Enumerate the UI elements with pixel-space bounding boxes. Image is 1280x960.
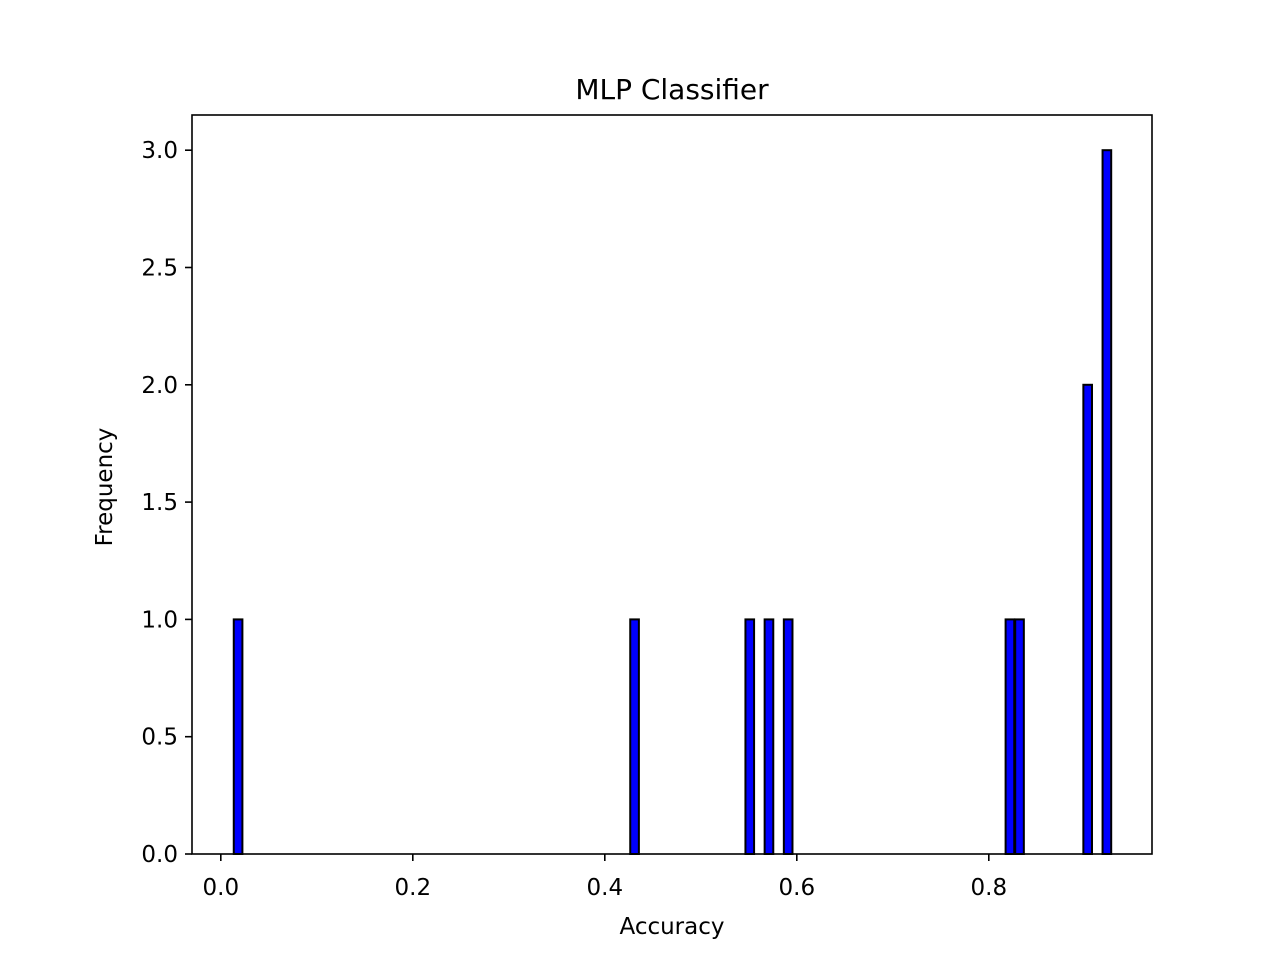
x-tick-label-0: 0.0 [203,875,240,901]
histogram-bar-5 [1004,618,1016,856]
y-tick-label-4: 2.0 [141,373,178,399]
histogram-bar-4 [782,618,794,856]
x-tick-label-4: 0.8 [971,875,1008,901]
y-tick-label-2: 1.0 [141,607,178,633]
chart-title: MLP Classifier [575,73,769,106]
y-tick-label-6: 3.0 [141,138,178,164]
histogram-bar-2 [744,618,756,856]
histogram-bar-1 [629,618,640,856]
histogram-bar-0 [232,618,244,856]
y-tick-label-1: 0.5 [141,725,178,751]
x-axis-title: Accuracy [619,914,724,940]
y-tick-label-3: 1.5 [141,490,178,516]
y-tick-label-0: 0.0 [141,842,178,868]
x-tick-label-3: 0.6 [779,875,816,901]
y-axis-title: Frequency [92,428,118,547]
x-axis: 0.0 0.2 0.4 0.6 0.8 [203,854,1008,901]
x-tick-label-2: 0.4 [587,875,624,901]
x-tick-label-1: 0.2 [395,875,432,901]
y-axis: 0.0 0.5 1.0 1.5 2.0 2.5 3.0 [141,138,192,868]
histogram-bar-6 [1014,618,1025,856]
histogram-bar-8 [1101,149,1113,855]
histogram-bar-7 [1082,383,1093,855]
histogram-bar-3 [763,618,775,856]
plot-area-frame [191,114,1153,855]
y-tick-label-5: 2.5 [141,255,178,281]
